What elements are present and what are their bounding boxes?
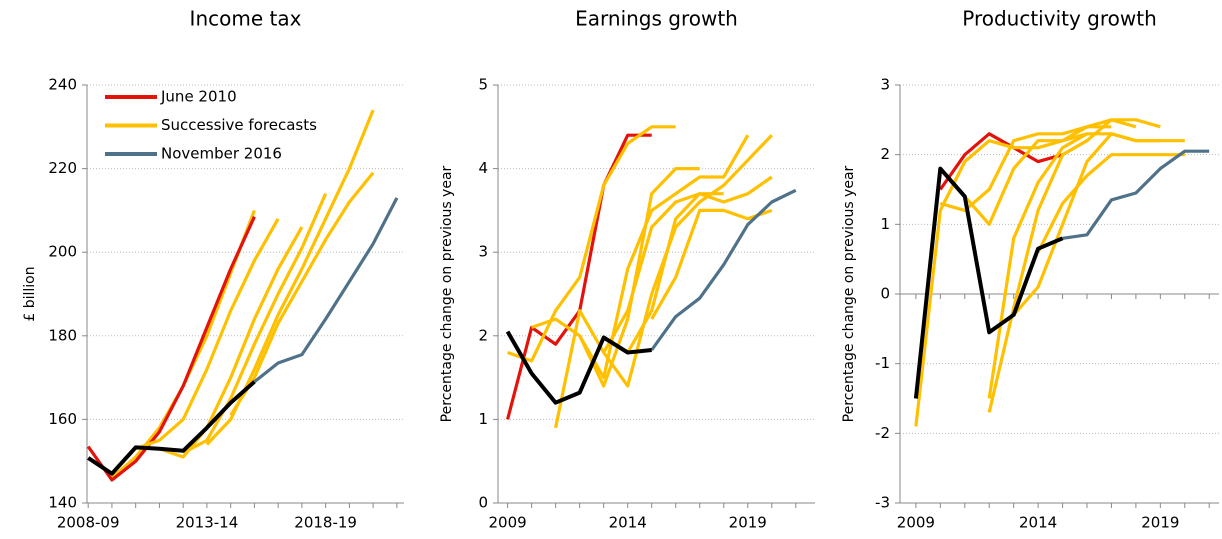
y-tick-label: 180: [48, 326, 77, 344]
y-tick-label: 3: [478, 243, 488, 261]
chart-title: Income tax: [190, 7, 302, 31]
series-line: [554, 192, 724, 429]
y-tick-label: 0: [478, 494, 488, 512]
legend-label: June 2010: [160, 88, 237, 106]
y-tick-label: 3: [880, 76, 890, 94]
y-axis-label: Percentage change on previous year: [439, 165, 455, 422]
y-tick-label: 2: [478, 326, 488, 344]
series-line: [1062, 149, 1210, 240]
y-tick-label: -3: [875, 494, 890, 512]
y-tick-label: 160: [48, 410, 77, 428]
series-line: [507, 125, 676, 363]
y-tick-label: 2: [880, 145, 890, 163]
x-tick-label: 2019: [729, 514, 767, 532]
series-line: [1036, 153, 1185, 253]
series-line: [987, 118, 1161, 413]
x-tick-label: 2018-19: [294, 514, 357, 532]
y-tick-label: 220: [48, 159, 77, 177]
legend-label: Successive forecasts: [161, 116, 317, 134]
series-line: [650, 208, 773, 320]
legend-label: November 2016: [161, 145, 282, 163]
x-tick-label: 2013-14: [176, 514, 239, 532]
series-line: [938, 132, 1064, 191]
x-tick-label: 2008-09: [57, 514, 120, 532]
series-line: [963, 118, 1137, 226]
x-tick-label: 2014: [1019, 514, 1057, 532]
x-tick-label: 2019: [1141, 514, 1179, 532]
x-tick-label: 2009: [489, 514, 527, 532]
series-line: [182, 193, 328, 455]
y-tick-label: 1: [478, 410, 488, 428]
series-line: [1012, 132, 1185, 316]
series-line: [505, 330, 652, 405]
series-line: [602, 134, 773, 388]
y-tick-label: 200: [48, 243, 77, 261]
y-tick-label: 4: [478, 159, 488, 177]
x-tick-label: 2014: [609, 514, 647, 532]
y-tick-label: -2: [875, 424, 890, 442]
series-line: [531, 167, 700, 388]
y-axis-label: Percentage change on previous year: [841, 165, 857, 422]
series-line: [914, 132, 1088, 427]
y-axis-label: £ billion: [22, 266, 38, 321]
chart-title: Productivity growth: [962, 7, 1157, 31]
chart-title: Earnings growth: [575, 7, 738, 31]
series-line: [86, 216, 256, 482]
series-line: [229, 171, 375, 417]
y-tick-label: 1: [880, 215, 890, 233]
y-tick-label: 5: [478, 76, 488, 94]
y-tick-label: 240: [48, 76, 77, 94]
series-line: [110, 209, 256, 480]
series-line: [650, 188, 797, 351]
x-tick-label: 2009: [897, 514, 935, 532]
y-tick-label: -1: [875, 354, 890, 372]
series-line: [158, 226, 304, 459]
series-line: [253, 197, 399, 384]
y-tick-label: 140: [48, 494, 77, 512]
series-line: [135, 218, 280, 451]
series-line: [626, 175, 773, 354]
series-line: [913, 166, 1064, 399]
series-line: [987, 132, 1161, 399]
y-tick-label: 0: [880, 285, 890, 303]
series-line: [87, 380, 256, 476]
